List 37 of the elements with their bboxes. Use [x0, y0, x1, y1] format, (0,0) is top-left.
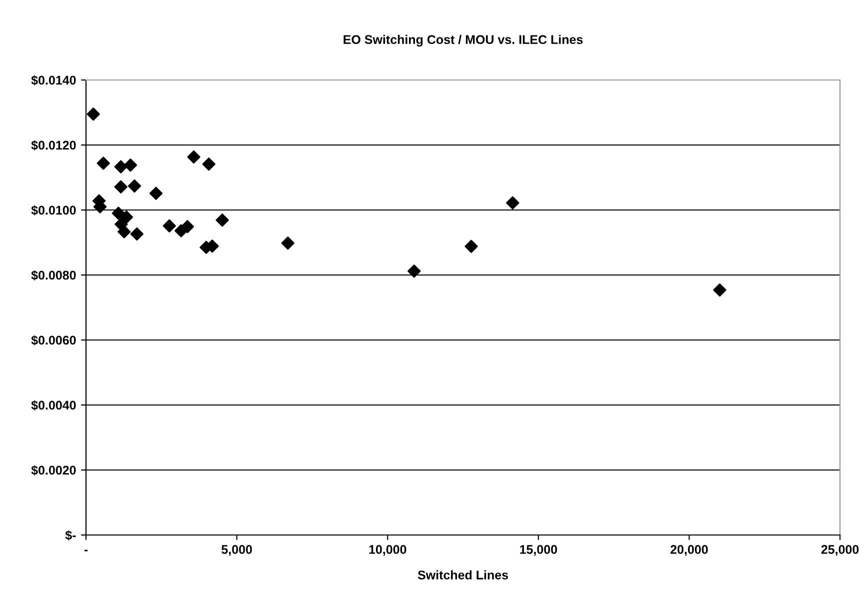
point [216, 213, 229, 227]
point [120, 210, 134, 224]
y-tick-label: $- [65, 530, 76, 540]
point [180, 220, 194, 234]
point [130, 227, 144, 241]
point [187, 150, 200, 164]
x-tick-label: - [84, 550, 88, 552]
x-tick-label: 10,000 [369, 545, 406, 556]
point [408, 264, 421, 278]
point [114, 160, 128, 174]
point [202, 158, 216, 171]
point [118, 225, 131, 238]
y-tick-label: $0.0100 [31, 205, 76, 216]
point [86, 108, 100, 121]
x-tick-label: 25,000 [821, 545, 859, 556]
point [96, 156, 110, 170]
point [112, 206, 126, 220]
point [281, 236, 294, 250]
point [149, 186, 163, 200]
point [162, 219, 176, 233]
y-tick-label: $0.0020 [31, 465, 76, 476]
point [506, 196, 520, 210]
x-tick-label: 15,000 [520, 545, 558, 556]
point [114, 180, 128, 194]
y-tick-label: $0.0120 [31, 140, 76, 150]
x-tick-label: 20,000 [670, 545, 708, 556]
point [124, 158, 138, 172]
y-tick-label: $0.0080 [31, 270, 76, 280]
y-tick-label: $0.0060 [31, 335, 76, 346]
point [713, 283, 726, 297]
y-tick-label: $0.0040 [31, 400, 76, 410]
y-tick-label: $0.0140 [31, 75, 76, 86]
x-axis-title: Switched Lines [418, 570, 508, 580]
x-tick-label: 5,000 [222, 545, 252, 556]
chart-title: EO Switching Cost / MOU vs. ILEC Lines [344, 34, 583, 47]
point [128, 179, 142, 193]
point [464, 240, 478, 253]
